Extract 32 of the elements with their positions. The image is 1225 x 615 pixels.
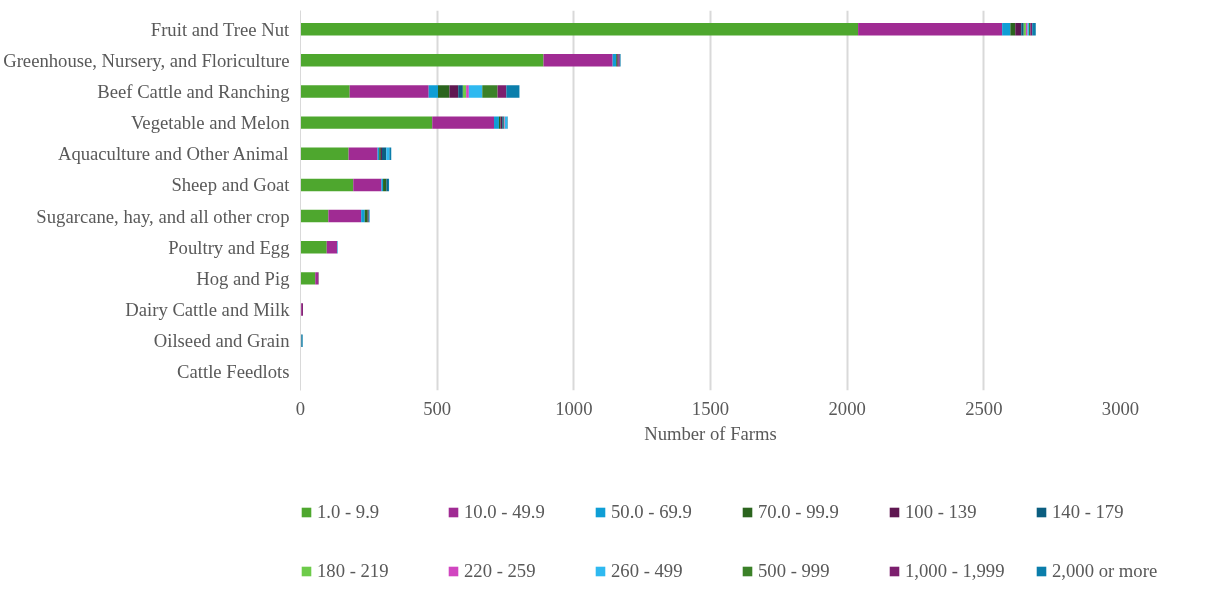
x-axis-title: Number of Farms bbox=[644, 422, 777, 444]
y-tick-label: Aquaculture and Other Animal bbox=[57, 143, 289, 165]
y-tick-label: Beef Cattle and Ranching bbox=[97, 80, 290, 102]
y-tick-label: Hog and Pig bbox=[196, 267, 290, 289]
x-tick-label: 2000 bbox=[828, 397, 866, 419]
y-tick-label: Cattle Feedlots bbox=[177, 361, 290, 383]
y-tick-label: Sheep and Goat bbox=[171, 174, 291, 196]
legend-label: 220 - 259 bbox=[464, 559, 537, 582]
y-tick-label: Sugarcane, hay, and all other crop bbox=[36, 205, 290, 227]
y-tick-label: Fruit and Tree Nut bbox=[150, 18, 290, 40]
x-tick-label: 1500 bbox=[691, 397, 730, 419]
x-tick-label: 500 bbox=[423, 397, 452, 419]
legend-label: 260 - 499 bbox=[611, 559, 684, 582]
legend-label: 500 - 999 bbox=[758, 559, 831, 582]
x-tick-label: 1000 bbox=[555, 397, 593, 419]
legend-label: 70.0 - 99.9 bbox=[758, 500, 840, 523]
x-tick-label: 3000 bbox=[1101, 397, 1140, 419]
legend-label: 1,000 - 1,999 bbox=[905, 559, 1006, 582]
legend-label: 140 - 179 bbox=[1052, 500, 1125, 523]
legend-label: 180 - 219 bbox=[317, 559, 390, 582]
legend-label: 2,000 or more bbox=[1052, 559, 1159, 582]
y-tick-label: Poultry and Egg bbox=[168, 236, 290, 258]
legend-label: 100 - 139 bbox=[905, 500, 978, 523]
y-tick-label: Vegetable and Melon bbox=[130, 112, 291, 134]
legend-label: 50.0 - 69.9 bbox=[611, 500, 693, 523]
y-tick-label: Dairy Cattle and Milk bbox=[125, 299, 291, 321]
y-tick-label: Oilseed and Grain bbox=[153, 330, 291, 352]
y-tick-label: Greenhouse, Nursery, and Floriculture bbox=[3, 49, 290, 71]
legend-label: 1.0 - 9.9 bbox=[317, 500, 381, 523]
x-tick-label: 2500 bbox=[965, 397, 1003, 419]
legend-label: 10.0 - 49.9 bbox=[464, 500, 546, 523]
x-tick-label: 0 bbox=[295, 397, 306, 419]
